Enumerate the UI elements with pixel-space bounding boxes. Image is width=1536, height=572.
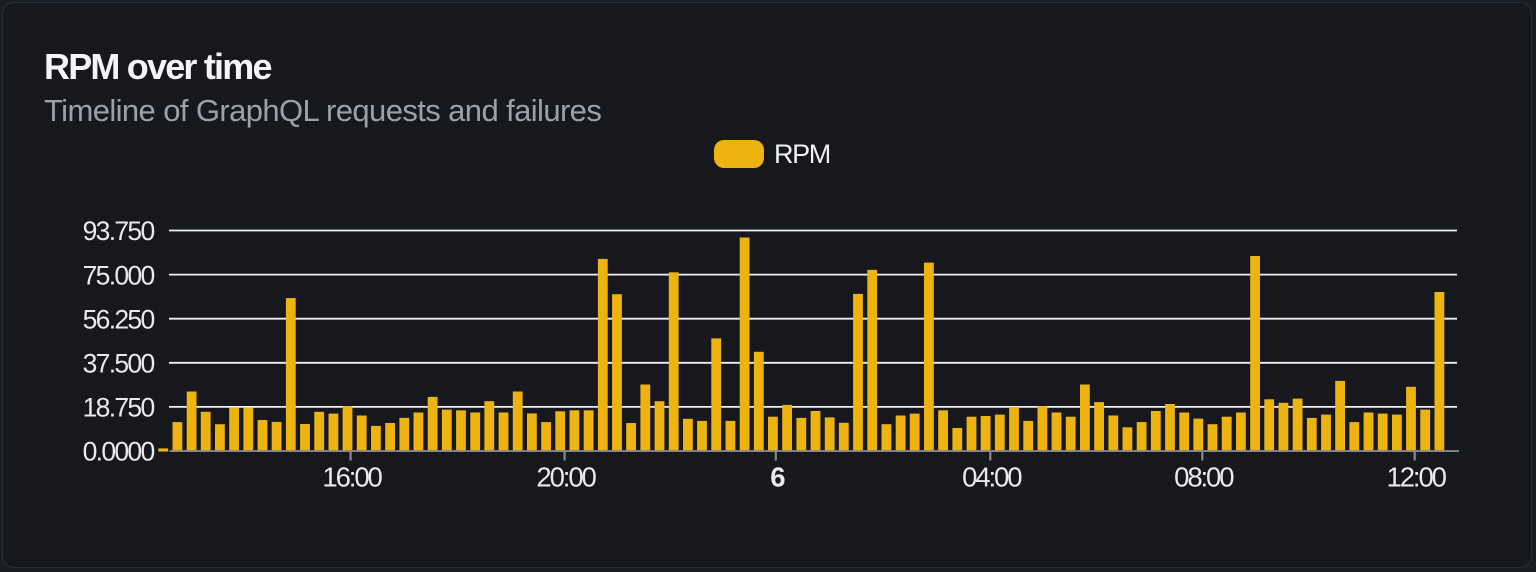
svg-text:37.500: 37.500 xyxy=(83,349,155,379)
svg-text:08:00: 08:00 xyxy=(1174,461,1234,492)
svg-text:93.750: 93.750 xyxy=(83,216,155,246)
svg-text:6: 6 xyxy=(770,461,785,492)
svg-text:0.0000: 0.0000 xyxy=(83,437,155,467)
svg-text:12:00: 12:00 xyxy=(1387,461,1447,492)
svg-text:75.000: 75.000 xyxy=(83,260,155,290)
svg-text:56.250: 56.250 xyxy=(83,304,155,334)
svg-text:20:00: 20:00 xyxy=(536,461,596,492)
svg-text:16:00: 16:00 xyxy=(322,461,382,492)
svg-text:18.750: 18.750 xyxy=(83,393,155,423)
svg-text:04:00: 04:00 xyxy=(962,461,1022,492)
